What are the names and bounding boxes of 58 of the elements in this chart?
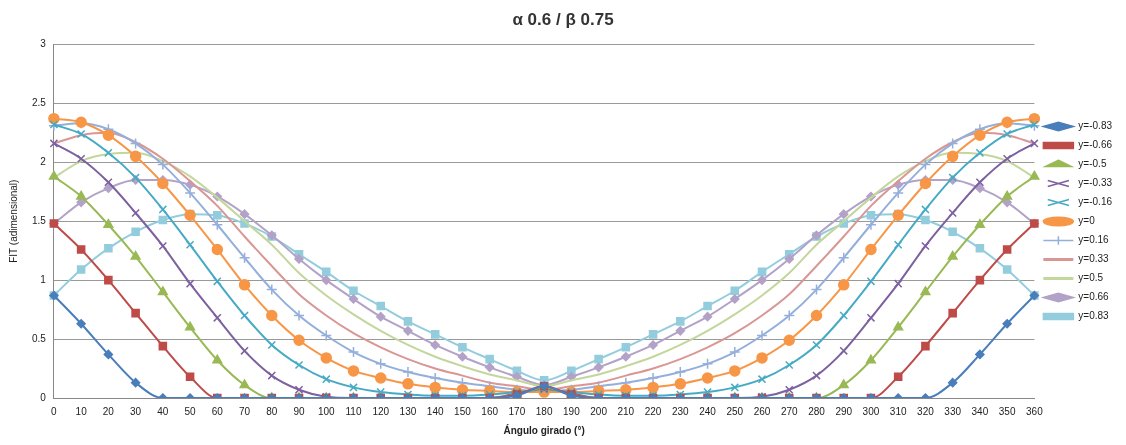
- x-tick-label: 90: [293, 405, 306, 417]
- x-tick-label: 360: [1026, 405, 1044, 417]
- x-tick-label: 80: [266, 405, 278, 417]
- y-axis-title: FIT (adimensional): [7, 179, 19, 263]
- x-tick-label: 260: [753, 405, 771, 417]
- legend-label: y=0.5: [1078, 272, 1104, 284]
- y-tick-label: 0.5: [32, 332, 47, 344]
- y-tick-label: 3: [40, 38, 47, 50]
- x-tick-label: 300: [862, 405, 880, 417]
- x-tick-label: 330: [944, 405, 962, 417]
- legend-label: y=-0.16: [1078, 196, 1113, 208]
- x-tick-label: 310: [889, 405, 907, 417]
- x-tick-label: 210: [617, 405, 635, 417]
- x-tick-label: 20: [102, 405, 115, 417]
- y-tick-label: 2: [40, 156, 47, 168]
- y-tick-label: 1.5: [32, 214, 47, 226]
- x-tick-label: 150: [454, 405, 472, 417]
- legend-label: y=0.16: [1078, 234, 1110, 246]
- x-tick-label: 350: [998, 405, 1016, 417]
- x-tick-label: 100: [317, 405, 336, 417]
- chart-title: α 0.6 / β 0.75: [512, 9, 614, 29]
- legend-label: y=-0.5: [1078, 158, 1107, 170]
- x-tick-label: 190: [563, 405, 581, 417]
- x-tick-label: 110: [345, 405, 362, 417]
- x-tick-label: 270: [780, 405, 799, 417]
- x-tick-label: 340: [971, 405, 989, 417]
- x-tick-label: 170: [508, 405, 526, 417]
- x-tick-label: 130: [399, 405, 417, 417]
- x-tick-label: 10: [75, 405, 88, 417]
- x-tick-label: 230: [671, 405, 690, 417]
- x-tick-label: 0: [51, 405, 58, 417]
- x-tick-label: 160: [481, 405, 499, 417]
- x-tick-label: 60: [211, 405, 224, 417]
- x-tick-label: 30: [130, 405, 142, 417]
- x-tick-label: 250: [726, 405, 744, 417]
- legend-label: y=0.83: [1078, 310, 1110, 322]
- x-tick-label: 280: [808, 405, 826, 417]
- x-tick-label: 180: [535, 405, 553, 417]
- legend-label: y=-0.33: [1078, 177, 1113, 189]
- x-tick-label: 240: [699, 405, 717, 417]
- x-tick-label: 290: [835, 405, 853, 417]
- y-tick-label: 0: [40, 391, 47, 403]
- x-tick-label: 200: [590, 405, 608, 417]
- x-tick-label: 70: [238, 405, 251, 417]
- x-tick-label: 140: [426, 405, 444, 417]
- legend-label: y=0.66: [1078, 291, 1110, 303]
- y-tick-label: 2.5: [32, 97, 47, 109]
- legend-label: y=0: [1078, 215, 1096, 227]
- x-tick-label: 120: [372, 405, 390, 417]
- legend-label: y=-0.66: [1078, 139, 1113, 151]
- legend-label: y=0.33: [1078, 253, 1110, 265]
- x-tick-label: 50: [184, 405, 197, 417]
- x-axis-title: Ángulo girado (°): [503, 423, 585, 436]
- x-tick-label: 320: [917, 405, 935, 417]
- x-tick-label: 40: [157, 405, 169, 417]
- legend-label: y=-0.83: [1078, 120, 1113, 132]
- x-tick-label: 220: [644, 405, 662, 417]
- y-tick-label: 1: [40, 273, 47, 285]
